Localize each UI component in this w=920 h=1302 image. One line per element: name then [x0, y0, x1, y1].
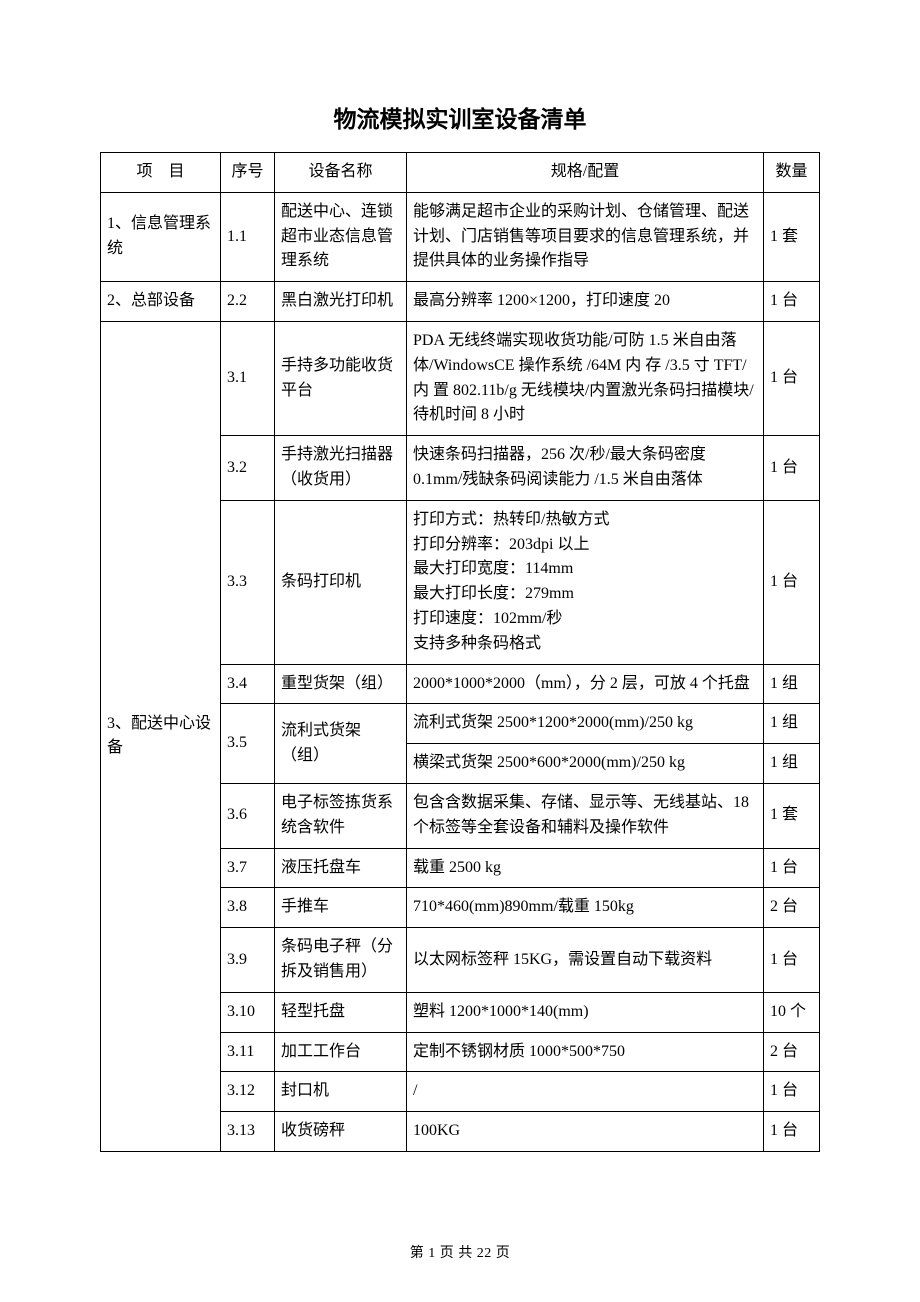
- name-cell: 电子标签拣货系统含软件: [275, 783, 407, 848]
- name-cell: 液压托盘车: [275, 848, 407, 888]
- table-row: 1、信息管理系统1.1配送中心、连锁超市业态信息管理系统能够满足超市企业的采购计…: [101, 192, 820, 281]
- index-cell: 3.2: [221, 436, 275, 501]
- table-header-row: 项 目 序号 设备名称 规格/配置 数量: [101, 153, 820, 193]
- project-cell: 2、总部设备: [101, 282, 221, 322]
- qty-cell: 1 台: [764, 436, 820, 501]
- name-cell: 加工工作台: [275, 1032, 407, 1072]
- qty-cell: 1 台: [764, 282, 820, 322]
- qty-cell: 1 台: [764, 500, 820, 664]
- qty-cell: 1 台: [764, 928, 820, 993]
- spec-cell: 快速条码扫描器，256 次/秒/最大条码密度 0.1mm/残缺条码阅读能力 /1…: [407, 436, 764, 501]
- col-qty: 数量: [764, 153, 820, 193]
- qty-cell: 1 台: [764, 848, 820, 888]
- name-cell: 黑白激光打印机: [275, 282, 407, 322]
- qty-cell: 1 组: [764, 744, 820, 784]
- index-cell: 3.9: [221, 928, 275, 993]
- index-cell: 3.1: [221, 321, 275, 435]
- index-cell: 3.3: [221, 500, 275, 664]
- index-cell: 1.1: [221, 192, 275, 281]
- index-cell: 3.12: [221, 1072, 275, 1112]
- col-spec: 规格/配置: [407, 153, 764, 193]
- index-cell: 3.6: [221, 783, 275, 848]
- qty-cell: 1 台: [764, 1072, 820, 1112]
- qty-cell: 1 套: [764, 192, 820, 281]
- spec-cell: 流利式货架 2500*1200*2000(mm)/250 kg: [407, 704, 764, 744]
- spec-cell: 定制不锈钢材质 1000*500*750: [407, 1032, 764, 1072]
- qty-cell: 1 台: [764, 1112, 820, 1152]
- spec-cell: 包含含数据采集、存储、显示等、无线基站、18 个标签等全套设备和辅料及操作软件: [407, 783, 764, 848]
- name-cell: 条码电子秤（分拆及销售用）: [275, 928, 407, 993]
- index-cell: 3.13: [221, 1112, 275, 1152]
- spec-cell: 最高分辨率 1200×1200，打印速度 20: [407, 282, 764, 322]
- col-index: 序号: [221, 153, 275, 193]
- qty-cell: 10 个: [764, 992, 820, 1032]
- spec-cell: /: [407, 1072, 764, 1112]
- qty-cell: 1 组: [764, 704, 820, 744]
- qty-cell: 2 台: [764, 1032, 820, 1072]
- name-cell: 配送中心、连锁超市业态信息管理系统: [275, 192, 407, 281]
- index-cell: 3.7: [221, 848, 275, 888]
- name-cell: 条码打印机: [275, 500, 407, 664]
- spec-cell: 710*460(mm)890mm/载重 150kg: [407, 888, 764, 928]
- col-name: 设备名称: [275, 153, 407, 193]
- spec-cell: PDA 无线终端实现收货功能/可防 1.5 米自由落体/WindowsCE 操作…: [407, 321, 764, 435]
- col-project: 项 目: [101, 153, 221, 193]
- spec-cell: 能够满足超市企业的采购计划、仓储管理、配送计划、门店销售等项目要求的信息管理系统…: [407, 192, 764, 281]
- name-cell: 手持激光扫描器（收货用）: [275, 436, 407, 501]
- index-cell: 2.2: [221, 282, 275, 322]
- qty-cell: 1 组: [764, 664, 820, 704]
- page-footer: 第 1 页 共 22 页: [100, 1242, 820, 1262]
- spec-cell: 打印方式：热转印/热敏方式 打印分辨率：203dpi 以上 最大打印宽度：114…: [407, 500, 764, 664]
- qty-cell: 1 套: [764, 783, 820, 848]
- name-cell: 手持多功能收货平台: [275, 321, 407, 435]
- project-cell: 3、配送中心设备: [101, 321, 221, 1151]
- table-body: 1、信息管理系统1.1配送中心、连锁超市业态信息管理系统能够满足超市企业的采购计…: [101, 192, 820, 1151]
- index-cell: 3.4: [221, 664, 275, 704]
- document-title: 物流模拟实训室设备清单: [100, 100, 820, 134]
- spec-cell: 塑料 1200*1000*140(mm): [407, 992, 764, 1032]
- table-row: 2、总部设备2.2黑白激光打印机最高分辨率 1200×1200，打印速度 201…: [101, 282, 820, 322]
- spec-cell: 载重 2500 kg: [407, 848, 764, 888]
- project-cell: 1、信息管理系统: [101, 192, 221, 281]
- qty-cell: 1 台: [764, 321, 820, 435]
- equipment-table: 项 目 序号 设备名称 规格/配置 数量 1、信息管理系统1.1配送中心、连锁超…: [100, 152, 820, 1152]
- name-cell: 收货磅秤: [275, 1112, 407, 1152]
- spec-cell: 以太网标签秤 15KG，需设置自动下载资料: [407, 928, 764, 993]
- name-cell: 重型货架（组）: [275, 664, 407, 704]
- index-cell: 3.11: [221, 1032, 275, 1072]
- index-cell: 3.5: [221, 704, 275, 784]
- qty-cell: 2 台: [764, 888, 820, 928]
- name-cell: 封口机: [275, 1072, 407, 1112]
- spec-cell: 100KG: [407, 1112, 764, 1152]
- index-cell: 3.10: [221, 992, 275, 1032]
- table-row: 3、配送中心设备3.1手持多功能收货平台PDA 无线终端实现收货功能/可防 1.…: [101, 321, 820, 435]
- name-cell: 手推车: [275, 888, 407, 928]
- spec-cell: 横梁式货架 2500*600*2000(mm)/250 kg: [407, 744, 764, 784]
- name-cell: 轻型托盘: [275, 992, 407, 1032]
- name-cell: 流利式货架（组）: [275, 704, 407, 784]
- spec-cell: 2000*1000*2000（mm），分 2 层，可放 4 个托盘: [407, 664, 764, 704]
- index-cell: 3.8: [221, 888, 275, 928]
